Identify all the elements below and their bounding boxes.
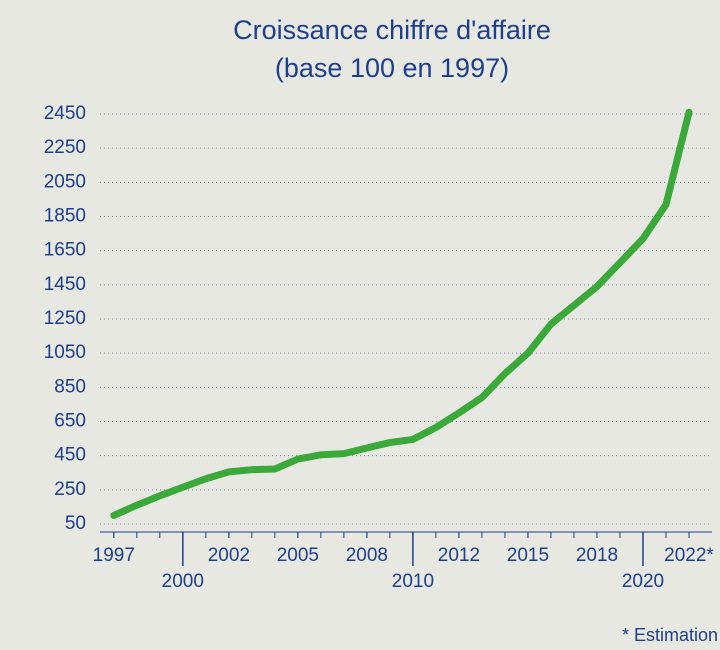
y-tick-label: 2050 [44,171,86,192]
footnote: * Estimation [622,625,718,645]
x-tick-label: 2015 [507,545,549,566]
x-tick-label: 1997 [93,545,135,566]
y-tick-label: 2450 [44,103,86,124]
x-tick-label: 2022* [664,545,714,566]
y-tick-label: 650 [54,411,86,432]
y-tick-label: 1450 [44,274,86,295]
x-major-label: 2000 [162,571,204,592]
chart-subtitle: (base 100 en 1997) [275,53,509,83]
y-tick-label: 450 [54,445,86,466]
x-major-label: 2010 [392,571,434,592]
x-tick-label: 2018 [576,545,618,566]
y-tick-label: 1050 [44,342,86,363]
y-tick-label: 850 [54,376,86,397]
x-tick-label: 2005 [277,545,319,566]
x-tick-label: 2002 [208,545,250,566]
x-tick-label: 2012 [438,545,480,566]
y-tick-label: 250 [54,479,86,500]
y-tick-label: 1650 [44,240,86,261]
line [110,108,693,519]
chart-title: Croissance chiffre d'affaire [233,15,551,45]
x-major-label: 2020 [622,571,664,592]
y-tick-label: 1250 [44,308,86,329]
y-tick-label: 2250 [44,137,86,158]
y-tick-label: 50 [65,513,86,534]
x-tick-label: 2008 [346,545,388,566]
y-tick-label: 1850 [44,206,86,227]
